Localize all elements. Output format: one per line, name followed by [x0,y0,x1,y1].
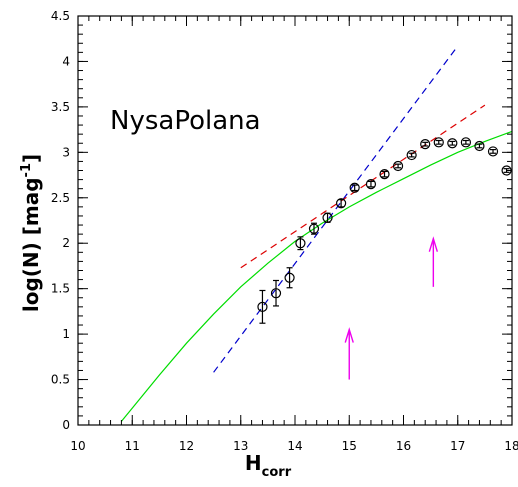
arrow-head [344,327,354,343]
x-tick-label: 17 [450,439,465,453]
data-point [284,272,295,283]
data-point [270,288,282,299]
y-tick-label: 4.5 [51,9,70,23]
data-point [322,212,333,223]
y-tick-label: 3 [62,145,70,159]
data-point [365,179,377,190]
arrows-layer [344,236,439,380]
x-tick-label: 18 [504,439,518,453]
y-tick-label: 3.5 [51,100,70,114]
data-point [379,169,390,180]
data-point [336,198,347,209]
data-point [474,140,485,152]
data-point [487,146,499,157]
dashed-fit-line [213,45,459,373]
x-tick-label: 12 [179,439,194,453]
y-tick-label: 1 [62,327,70,341]
data-point [406,149,417,161]
x-axis-title-subscript: corr [262,465,292,480]
y-axis-title-superscript: -1 [19,163,34,177]
data-point [460,137,471,148]
x-tick-label: 10 [70,439,85,453]
x-axis-title-main: H [245,451,262,475]
series-layer [120,45,513,422]
x-tick-label: 15 [342,439,357,453]
y-tick-label: 2 [62,236,70,250]
axis-ticks [77,15,513,426]
y-axis-title-end: ] [19,154,43,163]
plot-frame [77,15,513,426]
data-point [257,301,268,312]
x-axis-title: Hcorr [245,451,292,480]
data-point [447,138,458,149]
y-tick-label: 0.5 [51,373,70,387]
x-tick-label: 14 [287,439,302,453]
x-tick-labels: 10 11 12 13 14 15 16 17 18 [70,439,518,453]
chart-annotation: NysaPolana [110,106,261,136]
y-tick-label: 0 [62,418,70,432]
data-point [392,160,404,172]
y-tick-label: 2.5 [51,191,70,205]
data-point [295,238,306,249]
x-tick-label: 16 [396,439,411,453]
y-tick-label: 1.5 [51,282,70,296]
data-point [433,137,444,148]
data-points-layer [257,137,512,324]
y-tick-label: 4 [62,54,70,68]
arrow-head [428,236,439,252]
y-axis-title-main: log(N) [mag [19,177,43,312]
y-tick-labels: 0 0.5 1 1.5 2 2.5 3 3.5 4 4.5 [51,9,70,432]
data-point [308,223,320,234]
dashed-fit-line [240,104,486,269]
data-point [420,139,431,150]
model-curve [120,130,513,422]
x-tick-label: 11 [125,439,140,453]
data-point [349,182,360,193]
y-axis-title: log(N) [mag-1] [19,154,43,312]
x-tick-label: 13 [233,439,248,453]
